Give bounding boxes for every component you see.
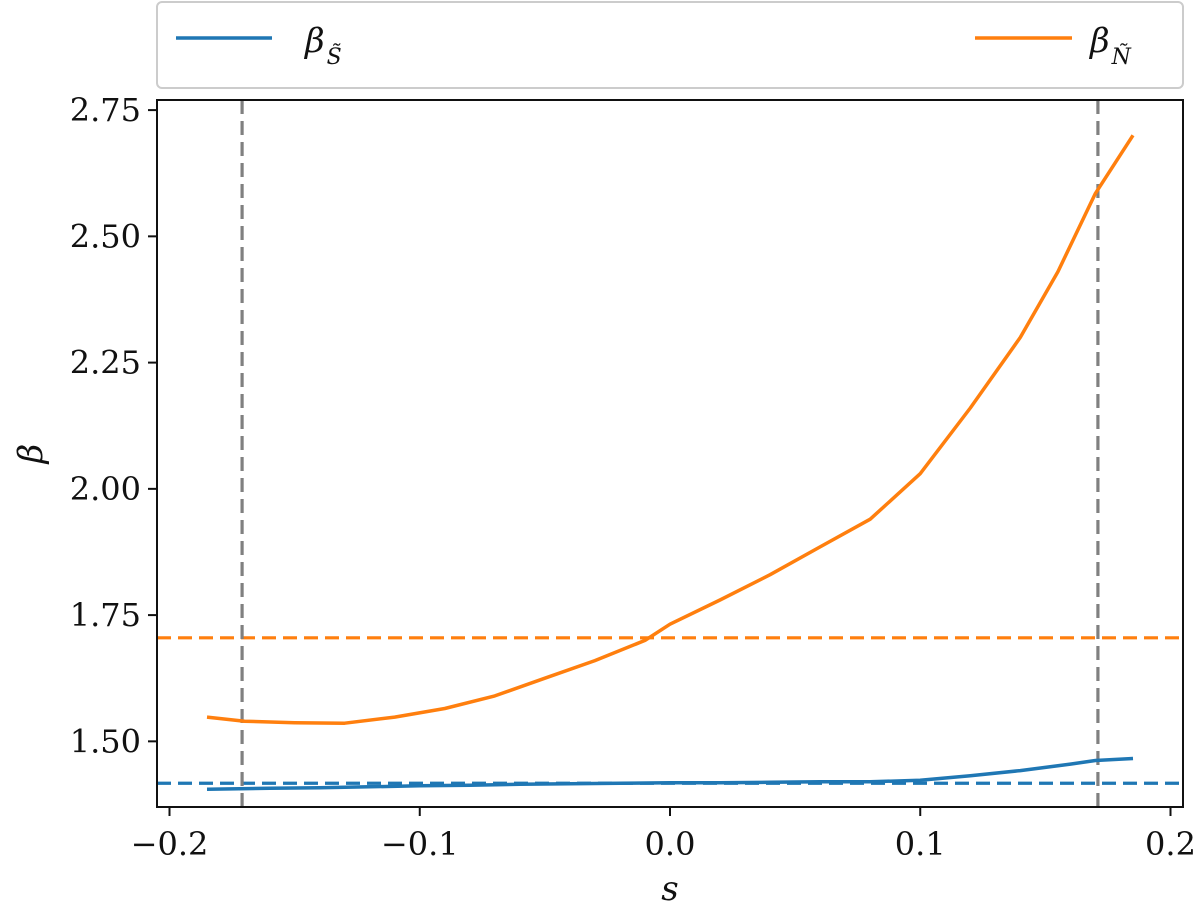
legend-label-1: βÑ <box>1088 21 1132 70</box>
legend-label-0: βS̃ <box>303 21 342 70</box>
y-axis-label: β <box>11 444 51 466</box>
x-tick-label: 0.0 <box>645 825 696 863</box>
y-tick-label: 2.75 <box>70 91 141 129</box>
y-tick-label: 2.25 <box>70 344 141 382</box>
y-tick-label: 2.50 <box>70 217 141 255</box>
x-tick-label: −0.2 <box>131 825 209 863</box>
x-tick-label: −0.1 <box>381 825 459 863</box>
y-tick-label: 2.00 <box>70 470 141 508</box>
axes: −0.2 −0.1 0.0 0.1 0.2 1.50 1.75 2.00 2.25 2.50 2.7… <box>11 91 1196 909</box>
axes-frame <box>156 99 1184 808</box>
x-axis-label: s <box>661 869 678 909</box>
legend-box <box>156 1 1184 89</box>
x-tick-label: 0.2 <box>1145 825 1196 863</box>
x-tick-label: 0.1 <box>895 825 946 863</box>
series-line-0 <box>206 756 1134 792</box>
y-tick-label: 1.75 <box>70 596 141 634</box>
y-tick-label: 1.50 <box>70 722 141 760</box>
legend: βS̃ βÑ <box>156 1 1184 89</box>
plot-area <box>157 100 1183 807</box>
series-line-1 <box>206 134 1135 725</box>
